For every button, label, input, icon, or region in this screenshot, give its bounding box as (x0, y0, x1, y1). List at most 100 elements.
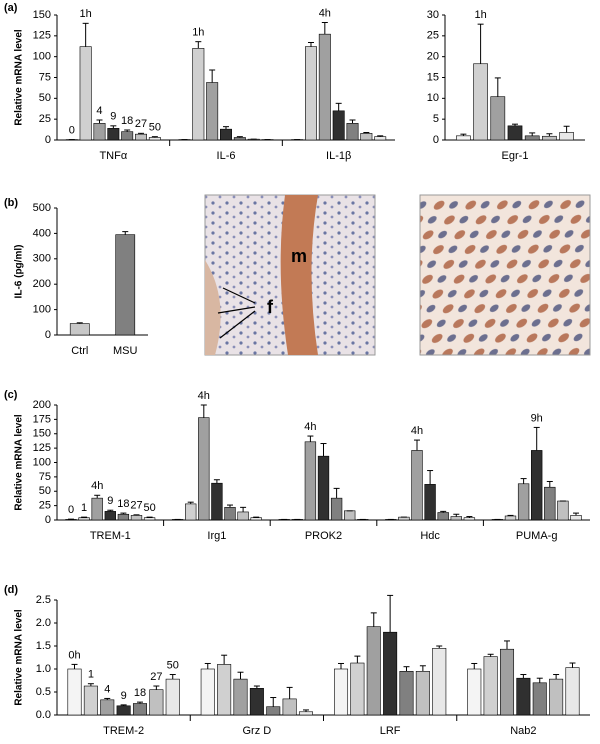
error-bar (487, 653, 494, 657)
y-tick-label: 100 (33, 456, 51, 468)
bar (467, 668, 482, 716)
y-tick-label: 30 (427, 9, 439, 21)
bar (149, 689, 164, 716)
bar (249, 688, 264, 716)
bar (463, 517, 476, 521)
error-bar (122, 231, 129, 235)
error-bar (377, 135, 384, 137)
y-tick-label: 150 (33, 428, 51, 440)
error-bar (338, 662, 345, 669)
x-tick-label: IL-6 (217, 150, 236, 162)
error-bar (363, 132, 370, 134)
image-label: m (291, 246, 307, 266)
bar (211, 482, 223, 521)
y-tick-label: 100 (33, 304, 51, 316)
annotation: 18 (121, 115, 133, 127)
bar (130, 515, 143, 521)
y-tick-label: 200 (33, 278, 51, 290)
error-bar (107, 509, 114, 512)
error-bar (370, 612, 377, 627)
error-bar (302, 709, 309, 712)
error-bar (221, 654, 228, 665)
bar (100, 699, 115, 716)
annotation: 9 (121, 690, 127, 702)
bar (104, 511, 116, 521)
bar (237, 511, 249, 521)
bar (305, 46, 317, 141)
annotation: 27 (135, 118, 147, 130)
bar (135, 133, 147, 141)
y-tick-label: 15 (427, 71, 439, 83)
y-tick-label: 75 (39, 71, 51, 83)
error-bar (138, 132, 145, 135)
error-bar (414, 439, 421, 451)
error-bar (333, 487, 340, 499)
y-axis-label: Relative mRNA level (14, 609, 25, 706)
annotation: 9h (531, 412, 543, 424)
bar (224, 507, 236, 521)
bar (185, 503, 197, 521)
bar (298, 711, 313, 716)
error-bar (507, 514, 514, 516)
error-bar (204, 662, 211, 669)
y-tick-label: 125 (33, 442, 51, 454)
x-tick-label: PUMA-g (516, 530, 558, 542)
annotation: 1h (474, 9, 486, 21)
y-tick-label: 400 (33, 227, 51, 239)
y-tick-label: 2.5 (36, 594, 51, 606)
error-bar (546, 133, 553, 137)
error-bar (563, 125, 570, 133)
bar (565, 667, 580, 716)
error-bar (136, 701, 143, 704)
bar (192, 48, 205, 141)
error-bar (104, 697, 111, 700)
bar (557, 500, 569, 521)
y-tick-label: 0 (45, 329, 51, 341)
bar (524, 135, 540, 141)
bar (233, 678, 248, 716)
error-bar (354, 655, 361, 664)
bar (499, 648, 515, 716)
bar (544, 486, 556, 521)
annotation: 4h (198, 390, 210, 402)
error-bar (546, 480, 553, 488)
error-bar (146, 516, 153, 518)
bar (250, 517, 262, 521)
bar (473, 63, 488, 141)
annotation: 1h (192, 27, 204, 39)
error-bar (71, 663, 78, 669)
y-tick-label: 500 (33, 202, 51, 214)
error-bar (572, 512, 579, 516)
bar (456, 135, 471, 141)
error-bar (124, 129, 131, 132)
bar (206, 82, 219, 141)
error-bar (349, 119, 356, 124)
error-bar (253, 516, 260, 518)
annotation: 0 (69, 124, 75, 136)
x-tick-label: Ctrl (71, 345, 88, 357)
x-tick-label: PROK2 (305, 530, 342, 542)
image-1: f m (204, 194, 376, 356)
bar (411, 450, 423, 521)
panel-label: (c) (4, 389, 18, 401)
x-tick-label: IL-1β (326, 150, 351, 162)
y-tick-label: 5 (433, 113, 439, 125)
error-bar (153, 685, 160, 690)
bar (532, 682, 547, 716)
bar (570, 515, 582, 521)
y-tick-label: 0 (45, 134, 51, 146)
bar (117, 513, 130, 521)
x-tick-label: Grz D (243, 725, 272, 737)
error-bar (512, 123, 518, 126)
bar (350, 662, 365, 716)
y-axis-label: Relative mRNA level (14, 414, 25, 511)
annotation: 50 (167, 659, 179, 671)
annotation: 4h (304, 421, 316, 433)
error-bar (436, 645, 443, 649)
y-tick-label: 0 (45, 514, 51, 526)
bar (415, 670, 430, 716)
error-bar (213, 479, 220, 484)
bar (531, 450, 543, 521)
annotation: 1h (80, 8, 92, 20)
